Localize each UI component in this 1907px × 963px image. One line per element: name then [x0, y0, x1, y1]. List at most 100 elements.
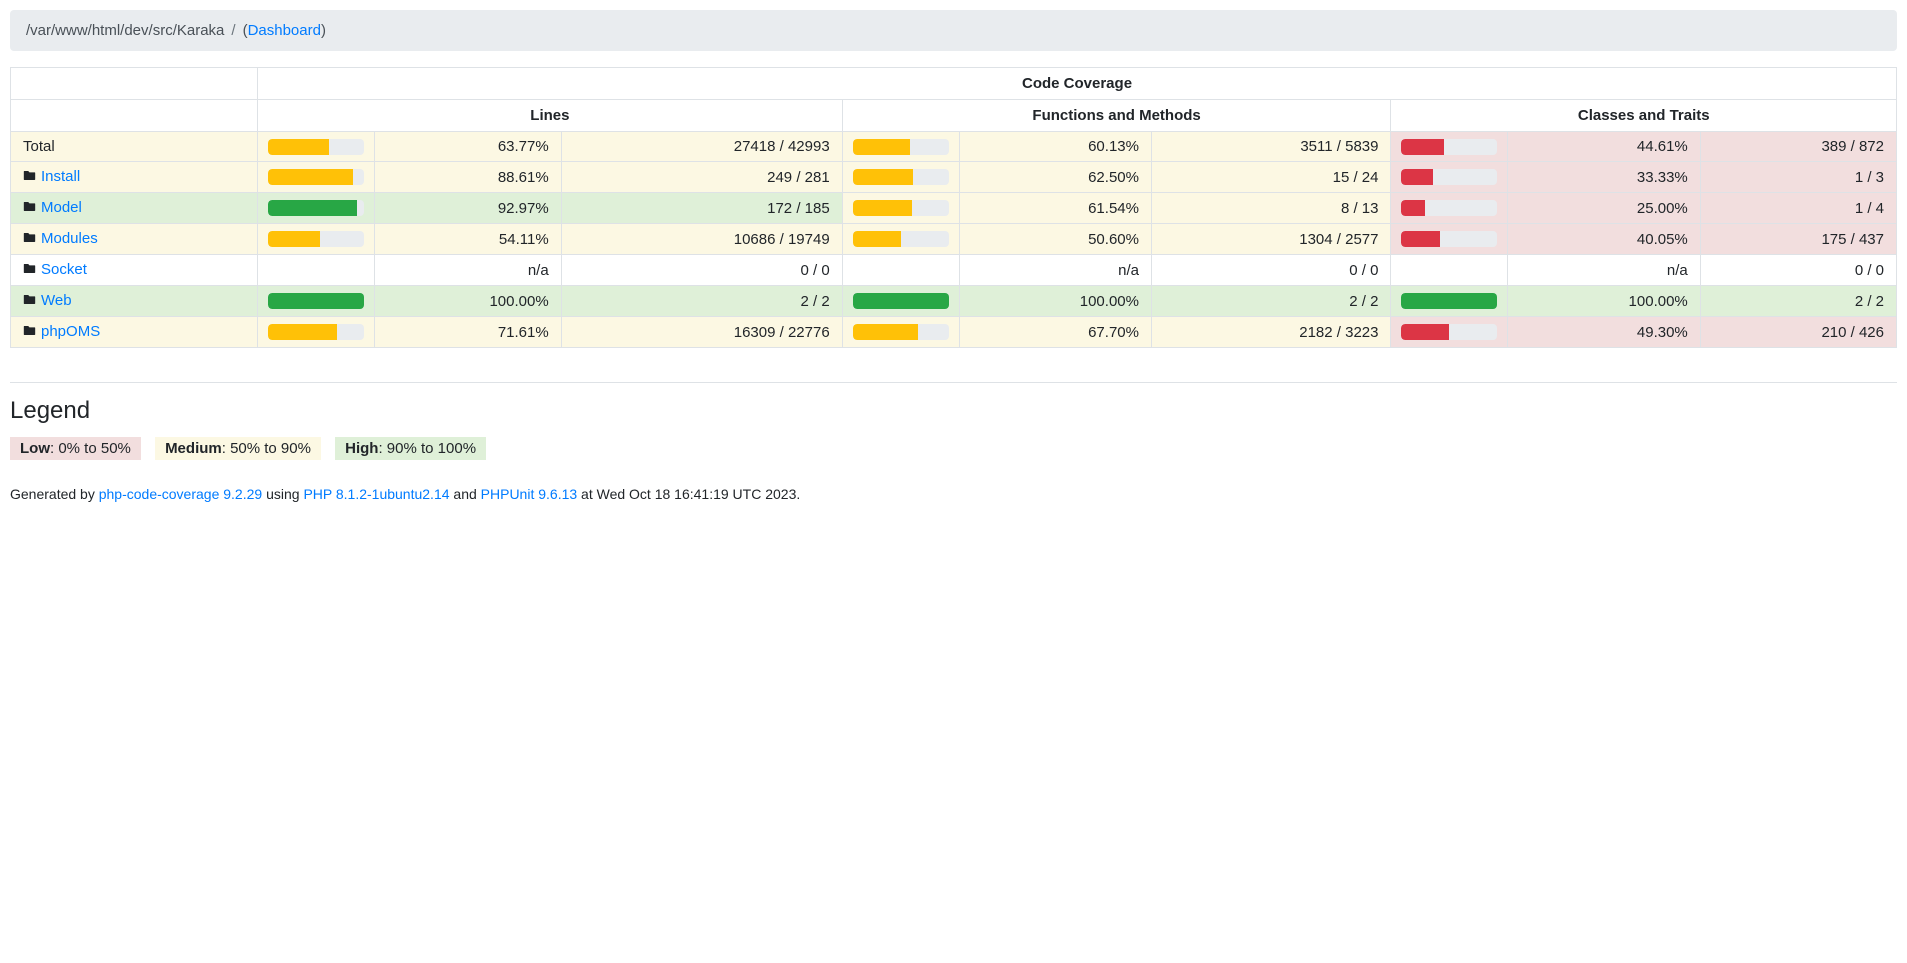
- folder-icon: [23, 324, 36, 341]
- legend-range-medium: : 50% to 90%: [221, 440, 311, 457]
- table-row-web: Web 100.00% 2 / 2 100.00% 2 / 2: [9, 285, 1898, 317]
- lines-percent: 100.00%: [373, 285, 562, 317]
- classes-coverage-bar: [1401, 293, 1498, 309]
- table-row-modules: Modules 54.11% 10686 / 19749 50.60% 1304…: [9, 223, 1898, 255]
- directory-link-web[interactable]: Web: [41, 292, 72, 309]
- folder-icon: [23, 262, 36, 279]
- coverage-table: Code Coverage Lines Functions and Method…: [9, 67, 1898, 348]
- lines-coverage-bar: [268, 138, 364, 155]
- classes-percent: 100.00%: [1507, 285, 1701, 317]
- functions-coverage-bar: [852, 293, 949, 309]
- directory-link-install[interactable]: Install: [41, 168, 81, 185]
- table-header-title-row: Code Coverage: [9, 67, 1897, 100]
- folder-icon: [23, 293, 36, 310]
- lines-coverage-bar-fill: [268, 138, 330, 155]
- footer-text: at Wed Oct 18 16:41:19 UTC 2023.: [577, 486, 801, 502]
- classes-percent: n/a: [1507, 254, 1701, 286]
- functions-ratio: 0 / 0: [1150, 254, 1392, 286]
- column-header-classes: Classes and Traits: [1390, 99, 1897, 132]
- classes-ratio: 1 / 4: [1699, 192, 1898, 224]
- functions-coverage-bar-fill: [852, 324, 918, 340]
- breadcrumb: /var/www/html/dev/src/Karaka / (Dashboard): [10, 10, 1897, 51]
- classes-coverage-bar: [1401, 169, 1498, 185]
- legend-label-low: Low: [20, 440, 50, 457]
- functions-coverage-bar-fill: [852, 200, 912, 216]
- classes-ratio: 2 / 2: [1699, 285, 1898, 317]
- directory-link-model[interactable]: Model: [41, 199, 82, 216]
- folder-icon: [23, 200, 36, 217]
- classes-coverage-bar-fill: [1401, 324, 1449, 340]
- legend-item-high: High: 90% to 100%: [335, 437, 487, 460]
- functions-coverage-bar: [852, 231, 949, 247]
- legend-range-low: : 0% to 50%: [50, 440, 131, 457]
- classes-percent: 40.05%: [1507, 223, 1701, 255]
- lines-coverage-bar: [268, 324, 364, 340]
- table-row-phpoms: phpOMS 71.61% 16309 / 22776 67.70% 2182 …: [9, 316, 1898, 348]
- php-code-coverage-link[interactable]: php-code-coverage 9.2.29: [98, 486, 263, 502]
- lines-percent: 63.77%: [373, 131, 562, 162]
- breadcrumb-path: /var/www/html/dev/src/Karaka: [26, 22, 225, 39]
- lines-ratio: 16309 / 22776: [560, 316, 843, 348]
- classes-percent: 25.00%: [1507, 192, 1701, 224]
- breadcrumb-paren-open: (: [242, 22, 248, 39]
- footer-divider: [10, 382, 1897, 383]
- lines-coverage-bar: [268, 169, 364, 185]
- lines-ratio: 249 / 281: [560, 161, 843, 193]
- legend-item-low: Low: 0% to 50%: [10, 437, 141, 460]
- table-title: Code Coverage: [257, 67, 1897, 100]
- functions-coverage-bar: [852, 200, 949, 216]
- table-row-total: Total 63.77% 27418 / 42993 60.13% 3511 /…: [9, 131, 1898, 162]
- empty-header-cell: [9, 99, 259, 132]
- lines-coverage-bar-fill: [268, 200, 358, 216]
- functions-ratio: 2182 / 3223: [1150, 316, 1392, 348]
- functions-ratio: 8 / 13: [1150, 192, 1392, 224]
- classes-coverage-bar: [1401, 138, 1498, 155]
- phpunit-link[interactable]: PHPUnit 9.6.13: [480, 486, 578, 502]
- functions-percent: 62.50%: [958, 161, 1152, 193]
- functions-percent: n/a: [958, 254, 1152, 286]
- lines-percent: 92.97%: [373, 192, 562, 224]
- classes-coverage-bar-fill: [1401, 231, 1440, 247]
- legend-label-medium: Medium: [165, 440, 222, 457]
- dashboard-link[interactable]: Dashboard: [247, 22, 321, 39]
- functions-ratio: 15 / 24: [1150, 161, 1392, 193]
- table-row-install: Install 88.61% 249 / 281 62.50% 15 / 24: [9, 161, 1898, 193]
- table-row-model: Model 92.97% 172 / 185 61.54% 8 / 13: [9, 192, 1898, 224]
- functions-ratio: 1304 / 2577: [1150, 223, 1392, 255]
- folder-icon: [23, 169, 36, 186]
- lines-percent: 88.61%: [373, 161, 562, 193]
- directory-link-modules[interactable]: Modules: [41, 230, 98, 247]
- classes-ratio: 0 / 0: [1699, 254, 1898, 286]
- directory-link-socket[interactable]: Socket: [41, 261, 87, 278]
- functions-percent: 60.13%: [958, 131, 1152, 162]
- directory-link-phpoms[interactable]: phpOMS: [41, 323, 101, 340]
- classes-coverage-bar-fill: [1401, 293, 1498, 309]
- generated-footer: Generated by php-code-coverage 9.2.29 us…: [10, 486, 1897, 502]
- lines-coverage-bar-fill: [268, 231, 320, 247]
- empty-header-cell: [9, 67, 259, 100]
- classes-coverage-bar-fill: [1401, 200, 1426, 216]
- breadcrumb-paren-close: ): [320, 22, 326, 39]
- classes-coverage-bar-fill: [1401, 138, 1445, 155]
- classes-coverage-bar: [1401, 200, 1498, 216]
- functions-coverage-bar-fill: [852, 293, 949, 309]
- lines-coverage-bar-fill: [268, 293, 364, 309]
- classes-percent: 33.33%: [1507, 161, 1701, 193]
- functions-coverage-bar-fill: [852, 138, 911, 155]
- lines-ratio: 172 / 185: [560, 192, 843, 224]
- php-version-link[interactable]: PHP 8.1.2-1ubuntu2.14: [303, 486, 450, 502]
- table-row-socket: Socket n/a 0 / 0 n/a 0 / 0: [9, 254, 1898, 286]
- classes-coverage-bar-fill: [1401, 169, 1434, 185]
- lines-coverage-bar: [268, 231, 364, 247]
- functions-coverage-bar: [852, 324, 949, 340]
- breadcrumb-separator: /: [231, 22, 236, 39]
- column-header-functions: Functions and Methods: [841, 99, 1392, 132]
- classes-percent: 49.30%: [1507, 316, 1701, 348]
- lines-coverage-bar: [268, 293, 364, 309]
- lines-ratio: 2 / 2: [560, 285, 843, 317]
- legend-label-high: High: [345, 440, 379, 457]
- classes-percent: 44.61%: [1507, 131, 1701, 162]
- row-label-total: Total: [23, 138, 55, 155]
- folder-icon: [23, 231, 36, 248]
